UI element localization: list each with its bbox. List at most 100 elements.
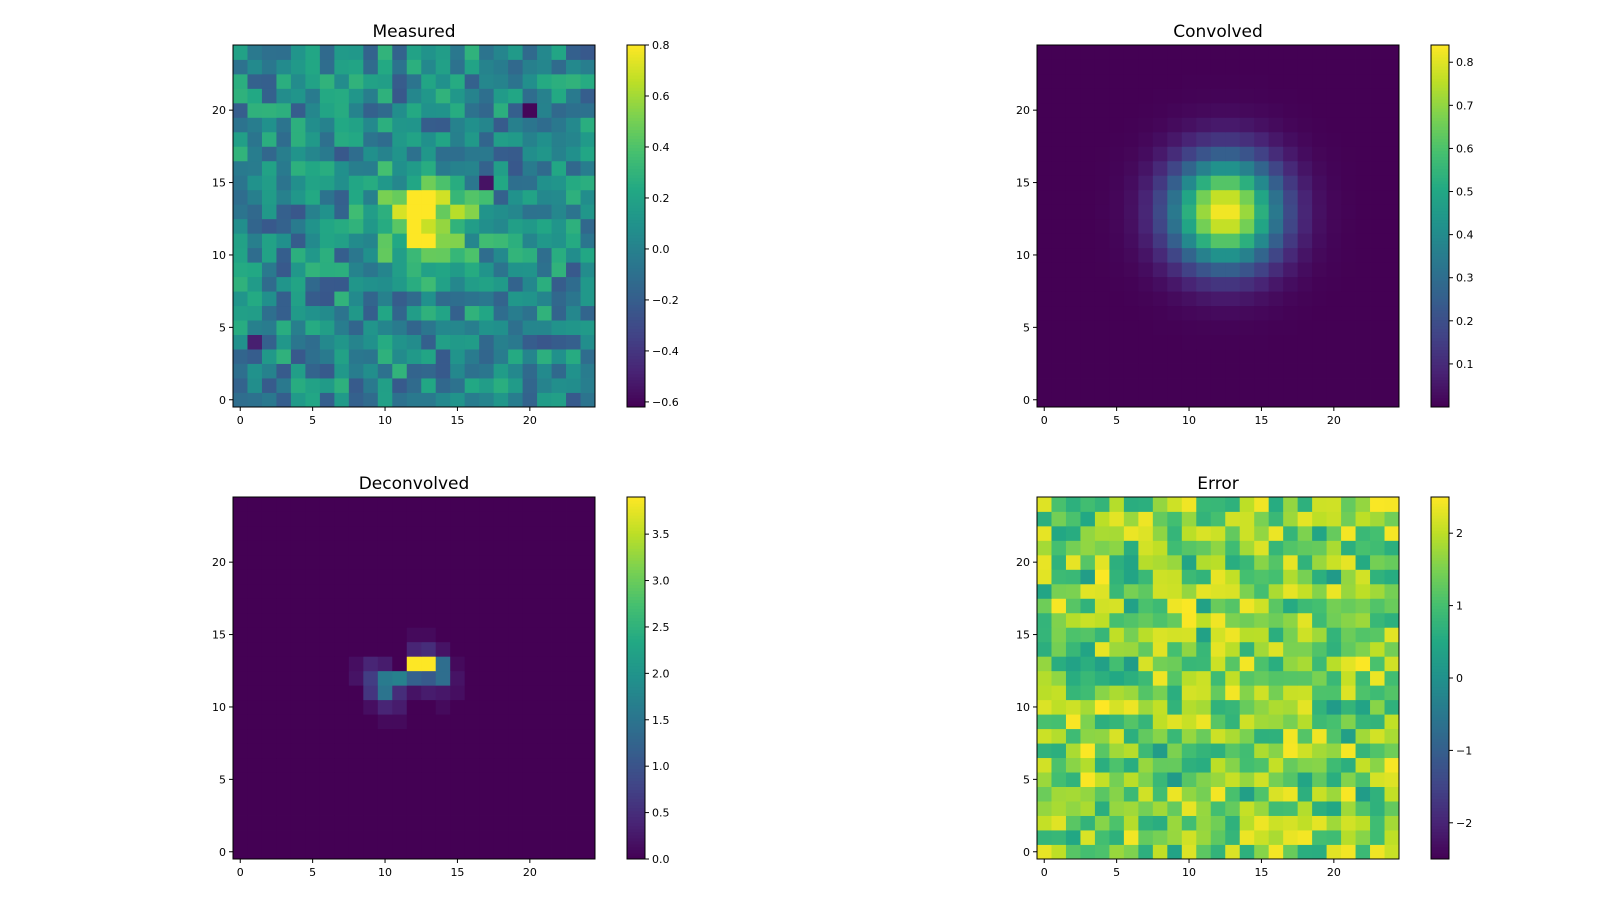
heatmap-cell	[1065, 627, 1081, 643]
heatmap-cell	[522, 160, 538, 176]
heatmap-cell	[1181, 714, 1197, 730]
heatmap-cell	[522, 378, 538, 393]
heatmap-cell	[290, 45, 306, 60]
heatmap-cell	[392, 45, 408, 60]
heatmap-cell	[1123, 641, 1139, 657]
heatmap-cell	[1225, 189, 1241, 205]
heatmap-cell	[1065, 204, 1081, 220]
heatmap-cell	[421, 772, 437, 787]
heatmap-cell	[1283, 801, 1299, 816]
heatmap-cell	[421, 276, 437, 292]
heatmap-cell	[1094, 670, 1110, 686]
heatmap-cell	[1037, 117, 1052, 133]
heatmap-cell	[421, 641, 437, 657]
x-tick-label: 20	[523, 414, 537, 427]
heatmap-cell	[334, 714, 350, 730]
heatmap-cell	[1167, 627, 1183, 643]
colorbar-segment	[627, 391, 645, 396]
heatmap-cell	[1225, 305, 1241, 321]
heatmap-cell	[580, 204, 596, 220]
heatmap-cell	[464, 349, 480, 364]
heatmap-cell	[479, 612, 495, 628]
heatmap-cell	[233, 685, 248, 701]
colorbar-segment	[1431, 216, 1449, 221]
heatmap-cell	[1080, 743, 1096, 759]
heatmap-cell	[537, 612, 552, 628]
heatmap-cell	[1181, 349, 1197, 364]
heatmap-cell	[1138, 497, 1154, 512]
heatmap-cell	[1065, 146, 1081, 162]
heatmap-cell	[493, 743, 509, 759]
heatmap-cell	[537, 131, 552, 147]
colorbar-segment	[627, 298, 645, 302]
colorbar-segment	[1431, 48, 1449, 52]
heatmap-cell	[319, 612, 335, 628]
heatmap-cell	[363, 497, 379, 512]
heatmap-cell	[1037, 743, 1052, 759]
heatmap-cell	[377, 392, 393, 408]
heatmap-cell	[450, 160, 466, 176]
heatmap-cell	[508, 102, 523, 118]
x-tick-label: 20	[523, 866, 537, 879]
heatmap-cell	[450, 363, 466, 379]
heatmap-cell	[551, 685, 567, 701]
colorbar-segment	[627, 256, 645, 260]
panel-title: Measured	[372, 22, 455, 42]
heatmap-cell	[1181, 189, 1197, 205]
colorbar-segment	[1431, 304, 1449, 308]
colorbar-segment	[627, 656, 645, 661]
heatmap-cell	[1167, 160, 1183, 176]
heatmap-cell	[261, 146, 277, 162]
colorbar-segment	[627, 548, 645, 552]
heatmap-cell	[305, 540, 321, 556]
heatmap-cell	[290, 204, 306, 220]
heatmap-cell	[406, 146, 422, 162]
heatmap-cell	[1080, 175, 1096, 191]
colorbar-segment	[627, 825, 645, 830]
heatmap-cell	[319, 349, 335, 364]
heatmap-cell	[1341, 598, 1356, 614]
colorbar-segment	[1431, 126, 1449, 130]
heatmap-cell	[276, 540, 292, 556]
heatmap-cell	[1094, 612, 1110, 628]
heatmap-cell	[1167, 815, 1183, 831]
heatmap-cell	[479, 728, 495, 744]
heatmap-cell	[1065, 175, 1081, 191]
heatmap-cell	[348, 146, 364, 162]
heatmap-cell	[1109, 73, 1125, 89]
heatmap-cell	[1268, 786, 1284, 802]
heatmap-cell	[377, 102, 393, 118]
heatmap-cell	[435, 830, 451, 845]
heatmap-cell	[1268, 685, 1284, 701]
heatmap-cell	[392, 392, 408, 408]
heatmap-cell	[508, 131, 523, 147]
heatmap-cell	[1123, 175, 1139, 191]
heatmap-cell	[290, 117, 306, 133]
heatmap-cell	[464, 131, 480, 147]
heatmap-cell	[1210, 262, 1226, 278]
heatmap-cell	[522, 276, 538, 292]
heatmap-cell	[508, 262, 523, 278]
x-tick-label: 0	[1041, 414, 1048, 427]
heatmap-cell	[479, 363, 495, 379]
colorbar-segment	[627, 539, 645, 543]
heatmap-cell	[1051, 73, 1067, 89]
heatmap-cell	[435, 699, 451, 715]
heatmap-cell	[1152, 73, 1168, 89]
heatmap-cell	[1123, 392, 1139, 408]
heatmap-cell	[1210, 189, 1226, 205]
colorbar-segment	[1431, 684, 1449, 688]
heatmap-cell	[464, 786, 480, 802]
heatmap-cell	[493, 59, 509, 75]
heatmap-cell	[1167, 59, 1183, 75]
heatmap-cell	[348, 699, 364, 715]
heatmap-cell	[1384, 627, 1400, 643]
heatmap-cell	[421, 728, 437, 744]
heatmap-cell	[537, 320, 552, 335]
heatmap-cell	[1297, 131, 1313, 147]
heatmap-cell	[551, 656, 567, 672]
heatmap-cell	[1094, 815, 1110, 831]
heatmap-cell	[305, 160, 321, 176]
heatmap-cell	[261, 786, 277, 802]
heatmap-cell	[1268, 554, 1284, 570]
